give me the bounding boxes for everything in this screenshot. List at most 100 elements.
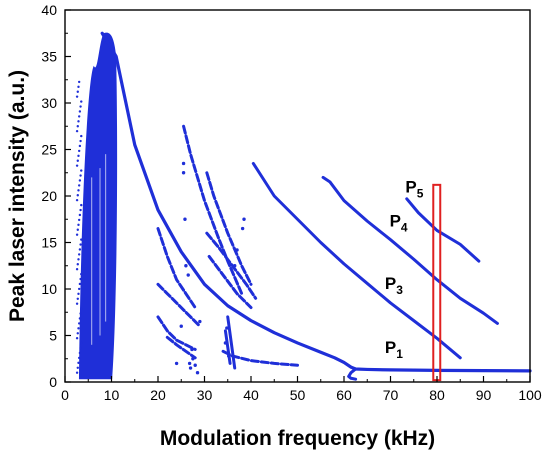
x-tick-label: 90 xyxy=(476,387,492,403)
x-tick-label: 80 xyxy=(429,387,445,403)
scatter-point xyxy=(195,371,200,375)
chaotic-point xyxy=(78,317,82,320)
y-axis-title: Peak laser intensity (a.u.) xyxy=(6,70,29,322)
y-tick-label: 35 xyxy=(41,49,57,65)
x-tick-label: 0 xyxy=(61,387,69,403)
y-axis-ticks: 0 5 10 15 20 25 30 35 40 xyxy=(41,2,71,390)
y-tick-label: 15 xyxy=(41,235,57,251)
chaotic-point xyxy=(80,100,83,103)
x-tick-label: 40 xyxy=(243,387,259,403)
series-line xyxy=(165,335,197,360)
y-tick-label: 5 xyxy=(49,328,57,344)
chaotic-point xyxy=(76,90,79,93)
scatter-point xyxy=(193,363,197,367)
scatter-point xyxy=(174,361,179,366)
chaotic-point xyxy=(77,253,81,256)
scatter-point xyxy=(190,347,194,352)
x-tick-label: 70 xyxy=(383,387,399,403)
branch-label: P3 xyxy=(385,274,403,297)
chaotic-point xyxy=(77,85,80,89)
chaotic-point xyxy=(80,272,83,276)
chaotic-point xyxy=(75,198,79,202)
series-line xyxy=(100,31,532,373)
y-tick-label: 25 xyxy=(41,142,57,158)
chaotic-point xyxy=(76,263,79,266)
scatter-point xyxy=(188,366,193,370)
chaotic-point xyxy=(75,164,79,167)
chaotic-point xyxy=(76,159,79,162)
chaotic-point xyxy=(75,233,79,236)
chaotic-point xyxy=(79,139,82,143)
chaotic-point xyxy=(77,154,80,158)
plot-content xyxy=(75,31,532,382)
scatter-point xyxy=(183,217,187,221)
scatter-point xyxy=(184,264,188,268)
chaotic-point xyxy=(80,169,83,172)
y-tick-label: 30 xyxy=(41,95,57,111)
x-axis-ticks: 0 10 20 30 40 50 60 70 80 90 100 xyxy=(61,376,542,403)
chaotic-point xyxy=(77,223,80,227)
chaotic-band xyxy=(78,32,118,380)
scatter-point xyxy=(235,248,239,252)
series-line xyxy=(226,315,237,370)
chaotic-point xyxy=(76,366,79,369)
chaotic-band-gap xyxy=(91,177,93,345)
x-axis-title: Modulation frequency (kHz) xyxy=(160,427,435,450)
x-tick-label: 100 xyxy=(518,387,542,403)
chaotic-point xyxy=(78,248,82,251)
scatter-point xyxy=(240,226,245,231)
chaotic-point xyxy=(79,243,82,246)
chaotic-point xyxy=(77,361,80,365)
chaotic-point xyxy=(78,144,82,148)
chaotic-point xyxy=(80,341,83,345)
scatter-point xyxy=(225,326,229,330)
chaotic-band-gap xyxy=(104,154,107,322)
x-tick-label: 30 xyxy=(197,387,213,403)
series-line xyxy=(156,227,197,310)
chaotic-point xyxy=(76,332,79,335)
chaotic-point xyxy=(77,356,81,360)
chaotic-point xyxy=(78,179,82,182)
series-line xyxy=(205,231,258,300)
series-line xyxy=(156,282,202,328)
y-tick-label: 40 xyxy=(41,2,57,18)
scatter-point xyxy=(181,171,186,175)
chaotic-point xyxy=(77,258,80,261)
y-tick-label: 10 xyxy=(41,281,57,297)
chaotic-point xyxy=(79,208,82,212)
x-tick-label: 20 xyxy=(150,387,166,403)
chaotic-point xyxy=(78,213,82,217)
y-tick-label: 20 xyxy=(41,188,57,204)
scatter-point xyxy=(226,354,231,358)
series-line xyxy=(251,161,462,360)
chaotic-point xyxy=(75,371,79,374)
chaotic-point xyxy=(77,184,81,187)
y-tick-label: 0 xyxy=(49,374,57,390)
series-line xyxy=(205,171,253,286)
chaotic-point xyxy=(78,351,82,355)
scatter-point xyxy=(223,341,228,345)
chaotic-point xyxy=(75,129,79,133)
chaotic-point xyxy=(77,327,80,330)
chaotic-point xyxy=(76,297,79,300)
chaotic-band-gap xyxy=(99,168,101,336)
x-tick-label: 60 xyxy=(336,387,352,403)
chaotic-point xyxy=(75,336,79,340)
chaotic-point xyxy=(78,282,82,286)
branch-label: P5 xyxy=(405,177,423,200)
x-tick-label: 10 xyxy=(104,387,120,403)
chaotic-point xyxy=(77,218,81,222)
branch-label: P4 xyxy=(390,212,408,235)
chaotic-point xyxy=(80,238,83,241)
chaotic-point xyxy=(80,134,83,138)
chaotic-point xyxy=(79,346,82,350)
chaotic-point xyxy=(76,194,79,197)
chaotic-point xyxy=(76,228,79,231)
series-line xyxy=(321,175,499,325)
series-line xyxy=(223,329,232,365)
chaotic-point xyxy=(79,277,82,281)
chaotic-point xyxy=(77,80,81,84)
chaotic-point xyxy=(77,120,80,123)
series-line xyxy=(347,367,358,381)
